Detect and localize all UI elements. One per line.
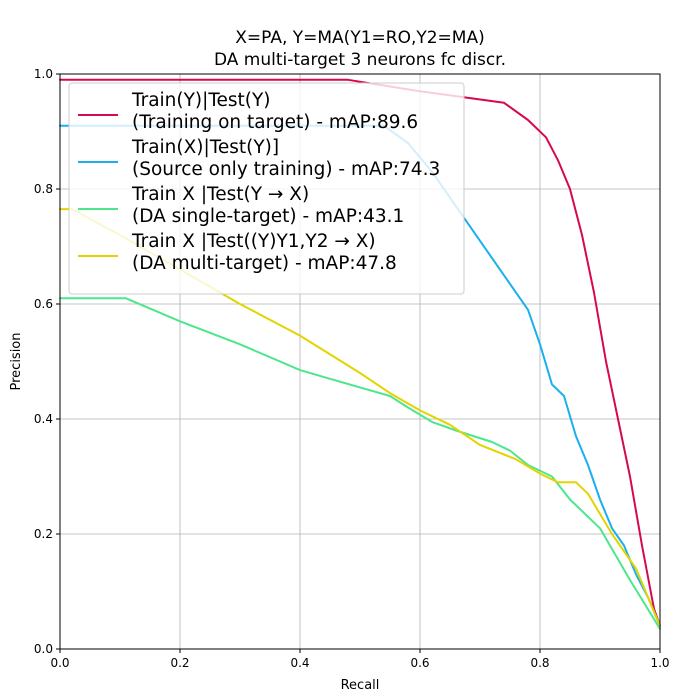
legend-sublabel-4: (DA multi-target) - mAP:47.8 [132, 253, 397, 274]
legend-box [68, 82, 465, 295]
x-tick-label: 0.4 [290, 656, 309, 670]
y-tick-label: 0.0 [34, 642, 53, 656]
y-axis-label: Precision [9, 332, 24, 390]
legend-label-4: Train X |Test((Y)Y1,Y2 → X) [131, 231, 376, 252]
legend-label-2: Train(X)|Test(Y)] [131, 137, 279, 158]
axis-ticks: 0.0 0.2 0.4 0.6 0.8 1.0 0.0 0.2 0.4 0.6 0.8 1.0 [34, 67, 670, 670]
legend-label-1: Train(Y)|Test(Y) [131, 90, 271, 111]
y-tick-label: 0.6 [34, 297, 53, 311]
y-tick-label: 0.8 [34, 182, 53, 196]
legend: Train(Y)|Test(Y)(Training on target) - m… [68, 82, 465, 295]
x-tick-label: 1.0 [650, 656, 669, 670]
chart-title-line-1: X=PA, Y=MA(Y1=RO,Y2=MA) [235, 28, 484, 48]
legend-sublabel-1: (Training on target) - mAP:89.6 [132, 112, 418, 133]
y-tick-label: 0.4 [34, 412, 53, 426]
x-axis-label: Recall [341, 678, 380, 693]
y-tick-label: 1.0 [34, 67, 53, 81]
legend-sublabel-2: (Source only training) - mAP:74.3 [132, 159, 440, 180]
x-tick-label: 0.2 [170, 656, 189, 670]
x-tick-label: 0.0 [50, 656, 69, 670]
plot-frame [59, 73, 661, 650]
x-tick-label: 0.8 [530, 656, 549, 670]
y-tick-label: 0.2 [34, 527, 53, 541]
legend-label-3: Train X |Test(Y → X) [131, 184, 309, 205]
chart-title-line-2: DA multi-target 3 neurons fc discr. [214, 50, 506, 70]
series-line-3 [59, 297, 661, 630]
x-tick-label: 0.6 [410, 656, 429, 670]
legend-sublabel-3: (DA single-target) - mAP:43.1 [132, 206, 404, 227]
